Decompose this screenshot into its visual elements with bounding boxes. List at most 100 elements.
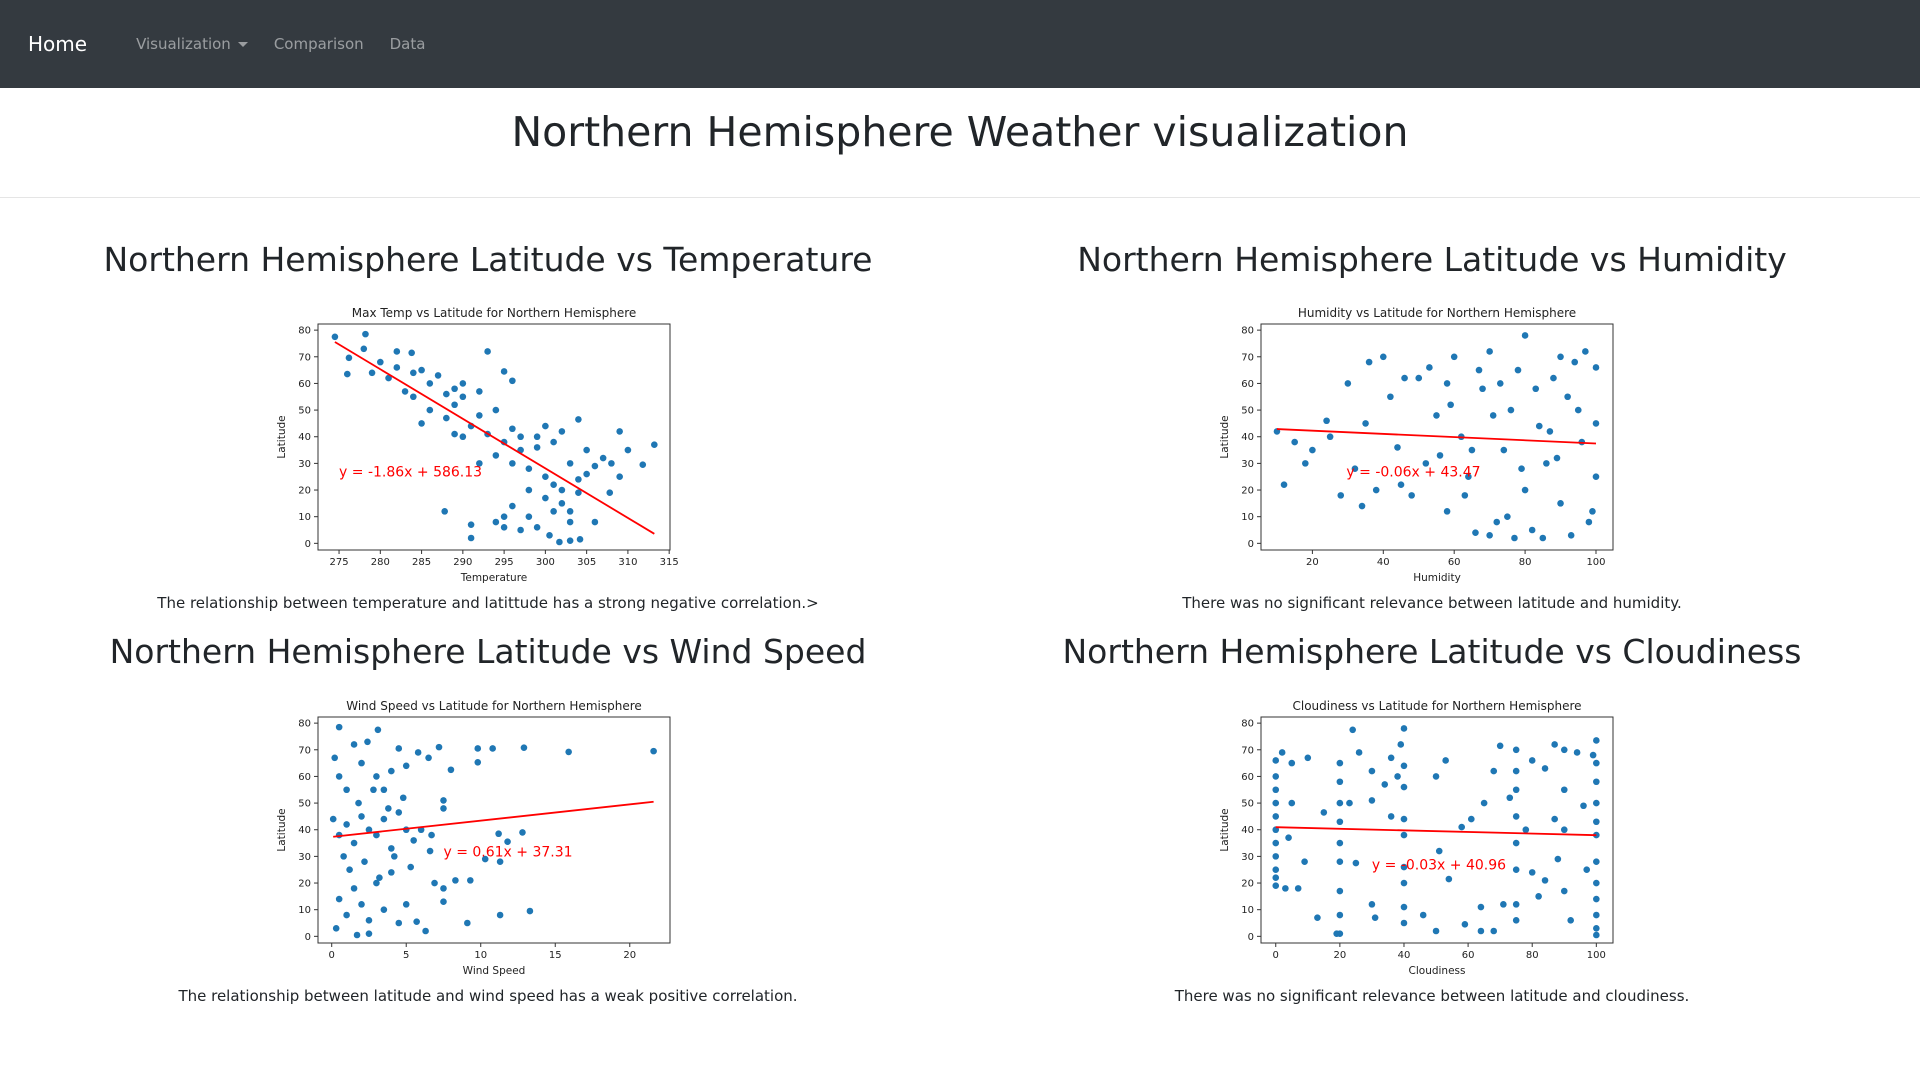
nav-data[interactable]: Data: [389, 35, 426, 53]
data-point: [350, 839, 358, 847]
y-tick-label: 20: [1241, 879, 1254, 890]
data-point: [509, 377, 516, 385]
x-tick-label: 300: [536, 557, 555, 568]
data-point: [440, 885, 447, 892]
nav-visualization-dropdown[interactable]: Visualization: [136, 35, 248, 53]
data-point: [509, 460, 516, 467]
data-point: [380, 786, 388, 794]
data-point: [395, 745, 403, 752]
y-tick-label: 10: [1241, 905, 1254, 916]
data-point: [565, 748, 572, 756]
data-point: [1435, 847, 1443, 855]
data-point: [492, 406, 500, 414]
data-point: [1336, 887, 1344, 895]
data-point: [1314, 914, 1321, 921]
data-point: [1550, 374, 1557, 382]
wind-speed-scatter-chart: Wind Speed vs Latitude for Northern Hemi…: [276, 699, 671, 977]
x-tick-label: 80: [1526, 950, 1539, 961]
y-tick-label: 20: [298, 486, 311, 497]
y-tick-label: 30: [298, 852, 311, 863]
chart-title: Cloudiness vs Latitude for Northern Hemi…: [1292, 699, 1581, 713]
data-point: [355, 799, 362, 807]
data-point: [1468, 815, 1475, 823]
data-point: [546, 532, 553, 539]
data-point: [451, 385, 458, 393]
data-point: [1278, 749, 1286, 756]
nav-comparison[interactable]: Comparison: [273, 35, 364, 53]
data-point: [542, 473, 549, 481]
data-point: [476, 460, 483, 467]
y-tick-label: 0: [1248, 539, 1254, 550]
data-point: [1443, 380, 1451, 387]
data-point: [526, 907, 534, 915]
data-point: [368, 369, 376, 377]
data-point: [1450, 353, 1458, 361]
data-point: [1432, 773, 1440, 780]
y-tick-label: 30: [1241, 459, 1254, 470]
data-point: [370, 786, 377, 794]
data-point: [1592, 364, 1600, 371]
data-point: [1461, 921, 1469, 928]
data-point: [484, 348, 491, 355]
data-point: [1272, 882, 1280, 890]
y-tick-label: 10: [298, 512, 311, 523]
data-point: [520, 744, 528, 751]
data-point: [509, 425, 516, 433]
data-point: [1442, 757, 1449, 764]
data-point: [358, 813, 365, 820]
data-point: [1344, 380, 1352, 387]
data-point: [451, 401, 458, 409]
y-tick-label: 70: [298, 352, 311, 363]
x-tick-label: 20: [623, 950, 636, 961]
data-point: [362, 330, 369, 338]
data-point: [1400, 725, 1408, 732]
data-point: [616, 473, 623, 481]
data-point: [525, 486, 533, 494]
data-point: [401, 388, 409, 395]
data-point: [1272, 757, 1280, 764]
data-point: [350, 741, 358, 748]
x-tick-label: 280: [371, 557, 390, 568]
x-tick-label: 20: [1333, 950, 1346, 961]
data-point: [1551, 741, 1558, 748]
x-tick-label: 60: [1448, 557, 1461, 568]
data-point: [361, 858, 368, 866]
nav-brand-home[interactable]: Home: [28, 32, 88, 56]
data-point: [447, 766, 455, 774]
data-point: [1272, 813, 1280, 820]
y-tick-label: 80: [1241, 719, 1254, 730]
data-point: [1518, 465, 1525, 473]
data-point: [373, 879, 380, 887]
nav-visualization-label: Visualization: [136, 35, 231, 53]
y-tick-label: 80: [298, 326, 311, 337]
data-point: [1585, 518, 1593, 526]
chart-title: Wind Speed vs Latitude for Northern Hemi…: [346, 699, 642, 713]
humidity-scatter-chart: Humidity vs Latitude for Northern Hemisp…: [1219, 306, 1614, 584]
regression-equation: y = -1.86x + 586.13: [339, 465, 482, 481]
data-point: [1580, 802, 1587, 810]
data-point: [517, 433, 524, 441]
data-point: [476, 388, 483, 395]
y-tick-label: 50: [298, 406, 311, 417]
data-point: [391, 853, 398, 860]
data-point: [591, 462, 599, 470]
data-point: [1272, 799, 1280, 807]
regression-equation: y = 0.61x + 37.31: [443, 844, 572, 860]
data-point: [1506, 794, 1514, 802]
data-point: [1472, 529, 1479, 536]
data-point: [1557, 500, 1564, 507]
data-point: [1336, 911, 1344, 919]
data-point: [385, 374, 392, 382]
data-point: [360, 345, 368, 353]
y-tick-label: 0: [305, 539, 311, 550]
data-point: [1521, 332, 1529, 339]
chart-title: Humidity vs Latitude for Northern Hemisp…: [1298, 306, 1576, 320]
data-point: [519, 829, 526, 836]
data-point: [550, 481, 557, 489]
data-point: [440, 797, 447, 804]
data-point: [414, 749, 422, 756]
data-point: [1528, 526, 1536, 534]
data-point: [492, 518, 500, 526]
data-point: [496, 858, 504, 866]
caption-cloudiness: There was no significant relevance betwe…: [1174, 987, 1690, 1005]
